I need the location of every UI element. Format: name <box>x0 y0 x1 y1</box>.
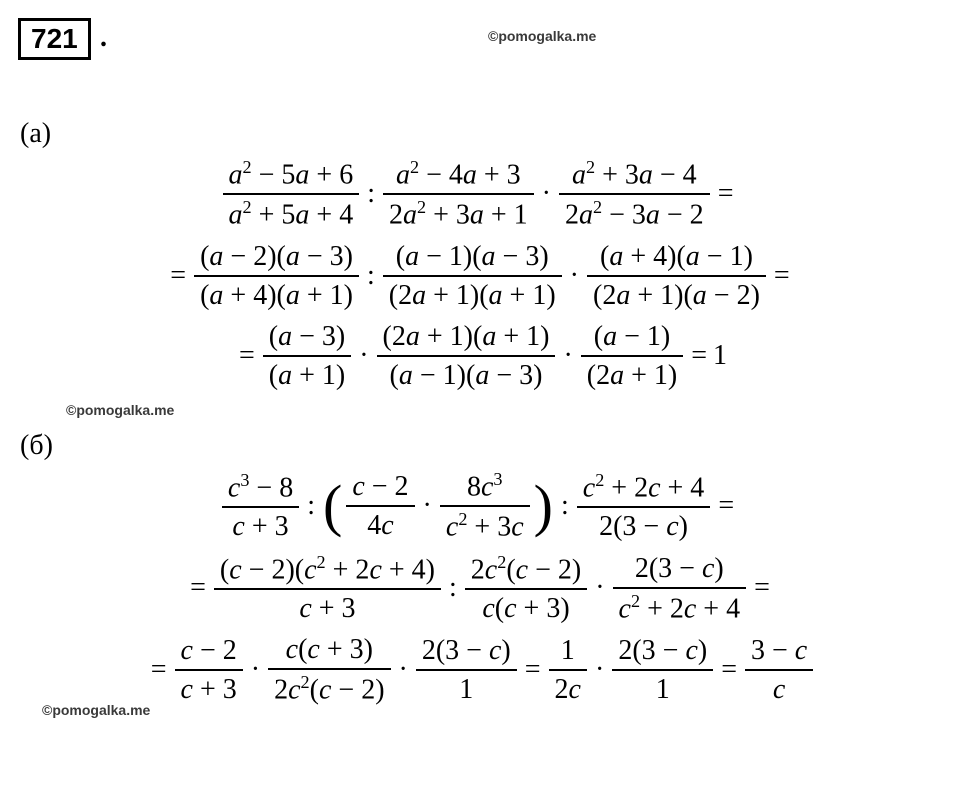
frac: (a − 2)(a − 3) (a + 4)(a + 1) <box>194 239 359 313</box>
frac: 1 2c <box>549 633 587 707</box>
b-line2: = (c − 2)(c2 + 2c + 4) c + 3 : 2c2(c − 2… <box>0 551 960 626</box>
frac: a2 − 5a + 6 a2 + 5a + 4 <box>223 156 360 233</box>
math-part-b: c3 − 8 c + 3 : ( c − 2 4c · 8c3 c2 + 3c … <box>0 462 960 713</box>
result-a: 1 <box>713 340 727 372</box>
frac: (a − 1) (2a + 1) <box>581 319 683 393</box>
frac: 8c3 c2 + 3c <box>440 468 530 545</box>
b-line3: = c − 2 c + 3 · c(c + 3) 2c2(c − 2) · 2(… <box>0 632 960 707</box>
frac: 3 − c c <box>745 633 813 707</box>
problem-number: 721 <box>18 18 91 60</box>
frac: (c − 2)(c2 + 2c + 4) c + 3 <box>214 551 441 626</box>
frac: c − 2 c + 3 <box>175 633 243 707</box>
frac: 2(3 − c) c2 + 2c + 4 <box>613 551 747 626</box>
frac: 2c2(c − 2) c(c + 3) <box>465 551 587 626</box>
frac: a2 − 4a + 3 2a2 + 3a + 1 <box>383 156 534 233</box>
frac: 2(3 − c) 1 <box>612 633 713 707</box>
a-line3: = (a − 3) (a + 1) · (2a + 1)(a + 1) (a −… <box>0 319 960 393</box>
frac: c3 − 8 c + 3 <box>222 469 299 544</box>
watermark-mid: ©pomogalka.me <box>66 402 174 418</box>
frac: c2 + 2c + 4 2(3 − c) <box>577 469 711 544</box>
a-line2: = (a − 2)(a − 3) (a + 4)(a + 1) : (a − 1… <box>0 239 960 313</box>
watermark-top: ©pomogalka.me <box>488 28 596 44</box>
frac: a2 + 3a − 4 2a2 − 3a − 2 <box>559 156 710 233</box>
part-b-label: (б) <box>20 430 53 462</box>
frac: (a − 1)(a − 3) (2a + 1)(a + 1) <box>383 239 562 313</box>
frac: 2(3 − c) 1 <box>416 633 517 707</box>
b-line1: c3 − 8 c + 3 : ( c − 2 4c · 8c3 c2 + 3c … <box>0 468 960 545</box>
frac: c(c + 3) 2c2(c − 2) <box>268 632 390 707</box>
period: . <box>100 22 107 54</box>
frac: c − 2 4c <box>346 469 414 543</box>
part-a-label: (а) <box>20 118 51 150</box>
math-part-a: a2 − 5a + 6 a2 + 5a + 4 : a2 − 4a + 3 2a… <box>0 150 960 399</box>
frac: (a − 3) (a + 1) <box>263 319 351 393</box>
a-line1: a2 − 5a + 6 a2 + 5a + 4 : a2 − 4a + 3 2a… <box>0 156 960 233</box>
frac: (a + 4)(a − 1) (2a + 1)(a − 2) <box>587 239 766 313</box>
frac: (2a + 1)(a + 1) (a − 1)(a − 3) <box>377 319 556 393</box>
